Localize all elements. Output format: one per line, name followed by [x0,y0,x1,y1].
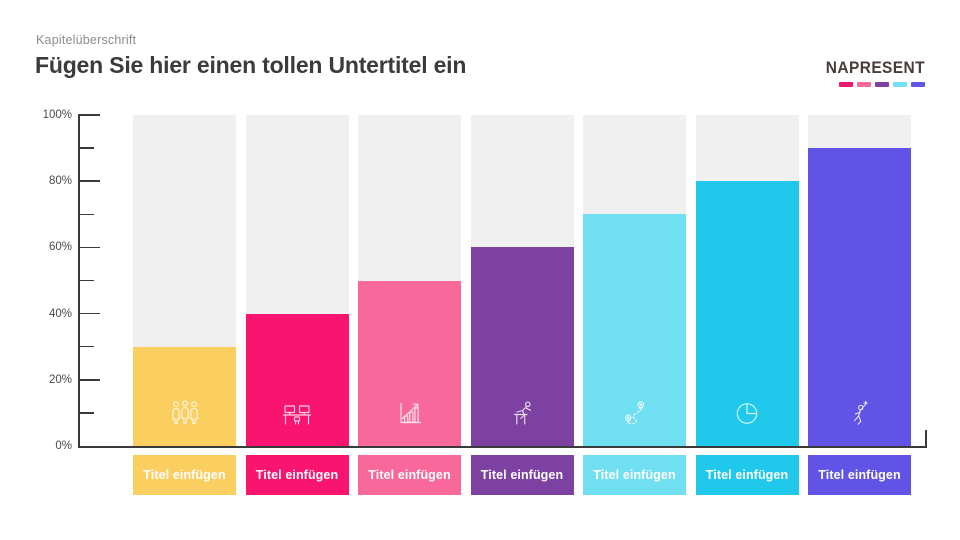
bar-fill-7-value-90% [808,148,911,446]
team-icon [169,397,201,431]
meeting-icon [281,397,313,431]
route-icon [619,397,651,431]
bar-column-7 [808,115,911,446]
brand-dash-3 [875,82,889,87]
y-tick-label-100: 100% [42,109,72,121]
bar-column-6 [695,115,799,446]
bar-column-2 [245,115,349,446]
bar-column-5 [583,115,686,446]
bar-column-3 [358,115,461,446]
y-major-tick-100 [80,114,100,116]
winner-icon [844,397,876,431]
y-tick-label-60: 60% [48,241,72,254]
y-tick-label-40: 40% [48,307,72,320]
brand-dashes [826,82,925,87]
y-minor-tick-50 [80,279,94,282]
bar-fill-4-value-60% [470,247,574,446]
y-tick-label-0: 0% [55,440,72,452]
bar-fill-5-value-70% [583,214,686,446]
brand-dash-1 [839,82,853,87]
y-major-tick-20 [80,379,100,381]
y-minor-tick-90 [80,147,94,149]
chapter-heading: Kapitelüberschrift [36,33,137,47]
y-axis-line [78,114,80,448]
category-label-3: Titel einfügen [358,455,461,495]
category-label-5: Titel einfügen [583,455,686,495]
category-label-4: Titel einfügen [470,455,574,495]
bar-fill-2-value-40% [245,313,349,446]
y-tick-label-20: 20% [48,373,72,386]
bar-fill-6-value-80% [695,181,799,446]
y-minor-tick-70 [80,213,94,216]
y-major-tick-60 [80,246,100,249]
x-axis-line [78,446,927,448]
bar-fill-3-value-50% [358,280,461,446]
y-major-tick-40 [80,312,100,315]
growth-chart-icon [394,397,426,431]
brand-logo: NAPRESENT [826,59,925,87]
category-label-7: Titel einfügen [808,455,911,495]
brand-dash-5 [911,82,925,87]
category-label-1: Titel einfügen [133,455,236,495]
plot-area [78,115,925,446]
category-label-2: Titel einfügen [245,455,349,495]
y-minor-tick-30 [80,345,94,348]
brand-dash-2 [857,82,871,87]
brand-dash-4 [893,82,907,87]
pie-chart-icon [731,397,763,431]
brand-name: NAPRESENT [825,58,925,78]
hurdle-icon [506,397,538,431]
bar-column-1 [133,115,236,446]
category-label-6: Titel einfügen [695,455,799,495]
y-tick-label-80: 80% [48,175,72,188]
y-major-tick-80 [80,180,100,182]
bar-fill-1-value-30% [133,346,236,446]
bar-column-4 [470,115,574,446]
page-title: Fügen Sie hier einen tollen Untertitel e… [35,52,467,78]
x-axis-end-tick [925,430,927,447]
y-minor-tick-10 [80,412,94,414]
